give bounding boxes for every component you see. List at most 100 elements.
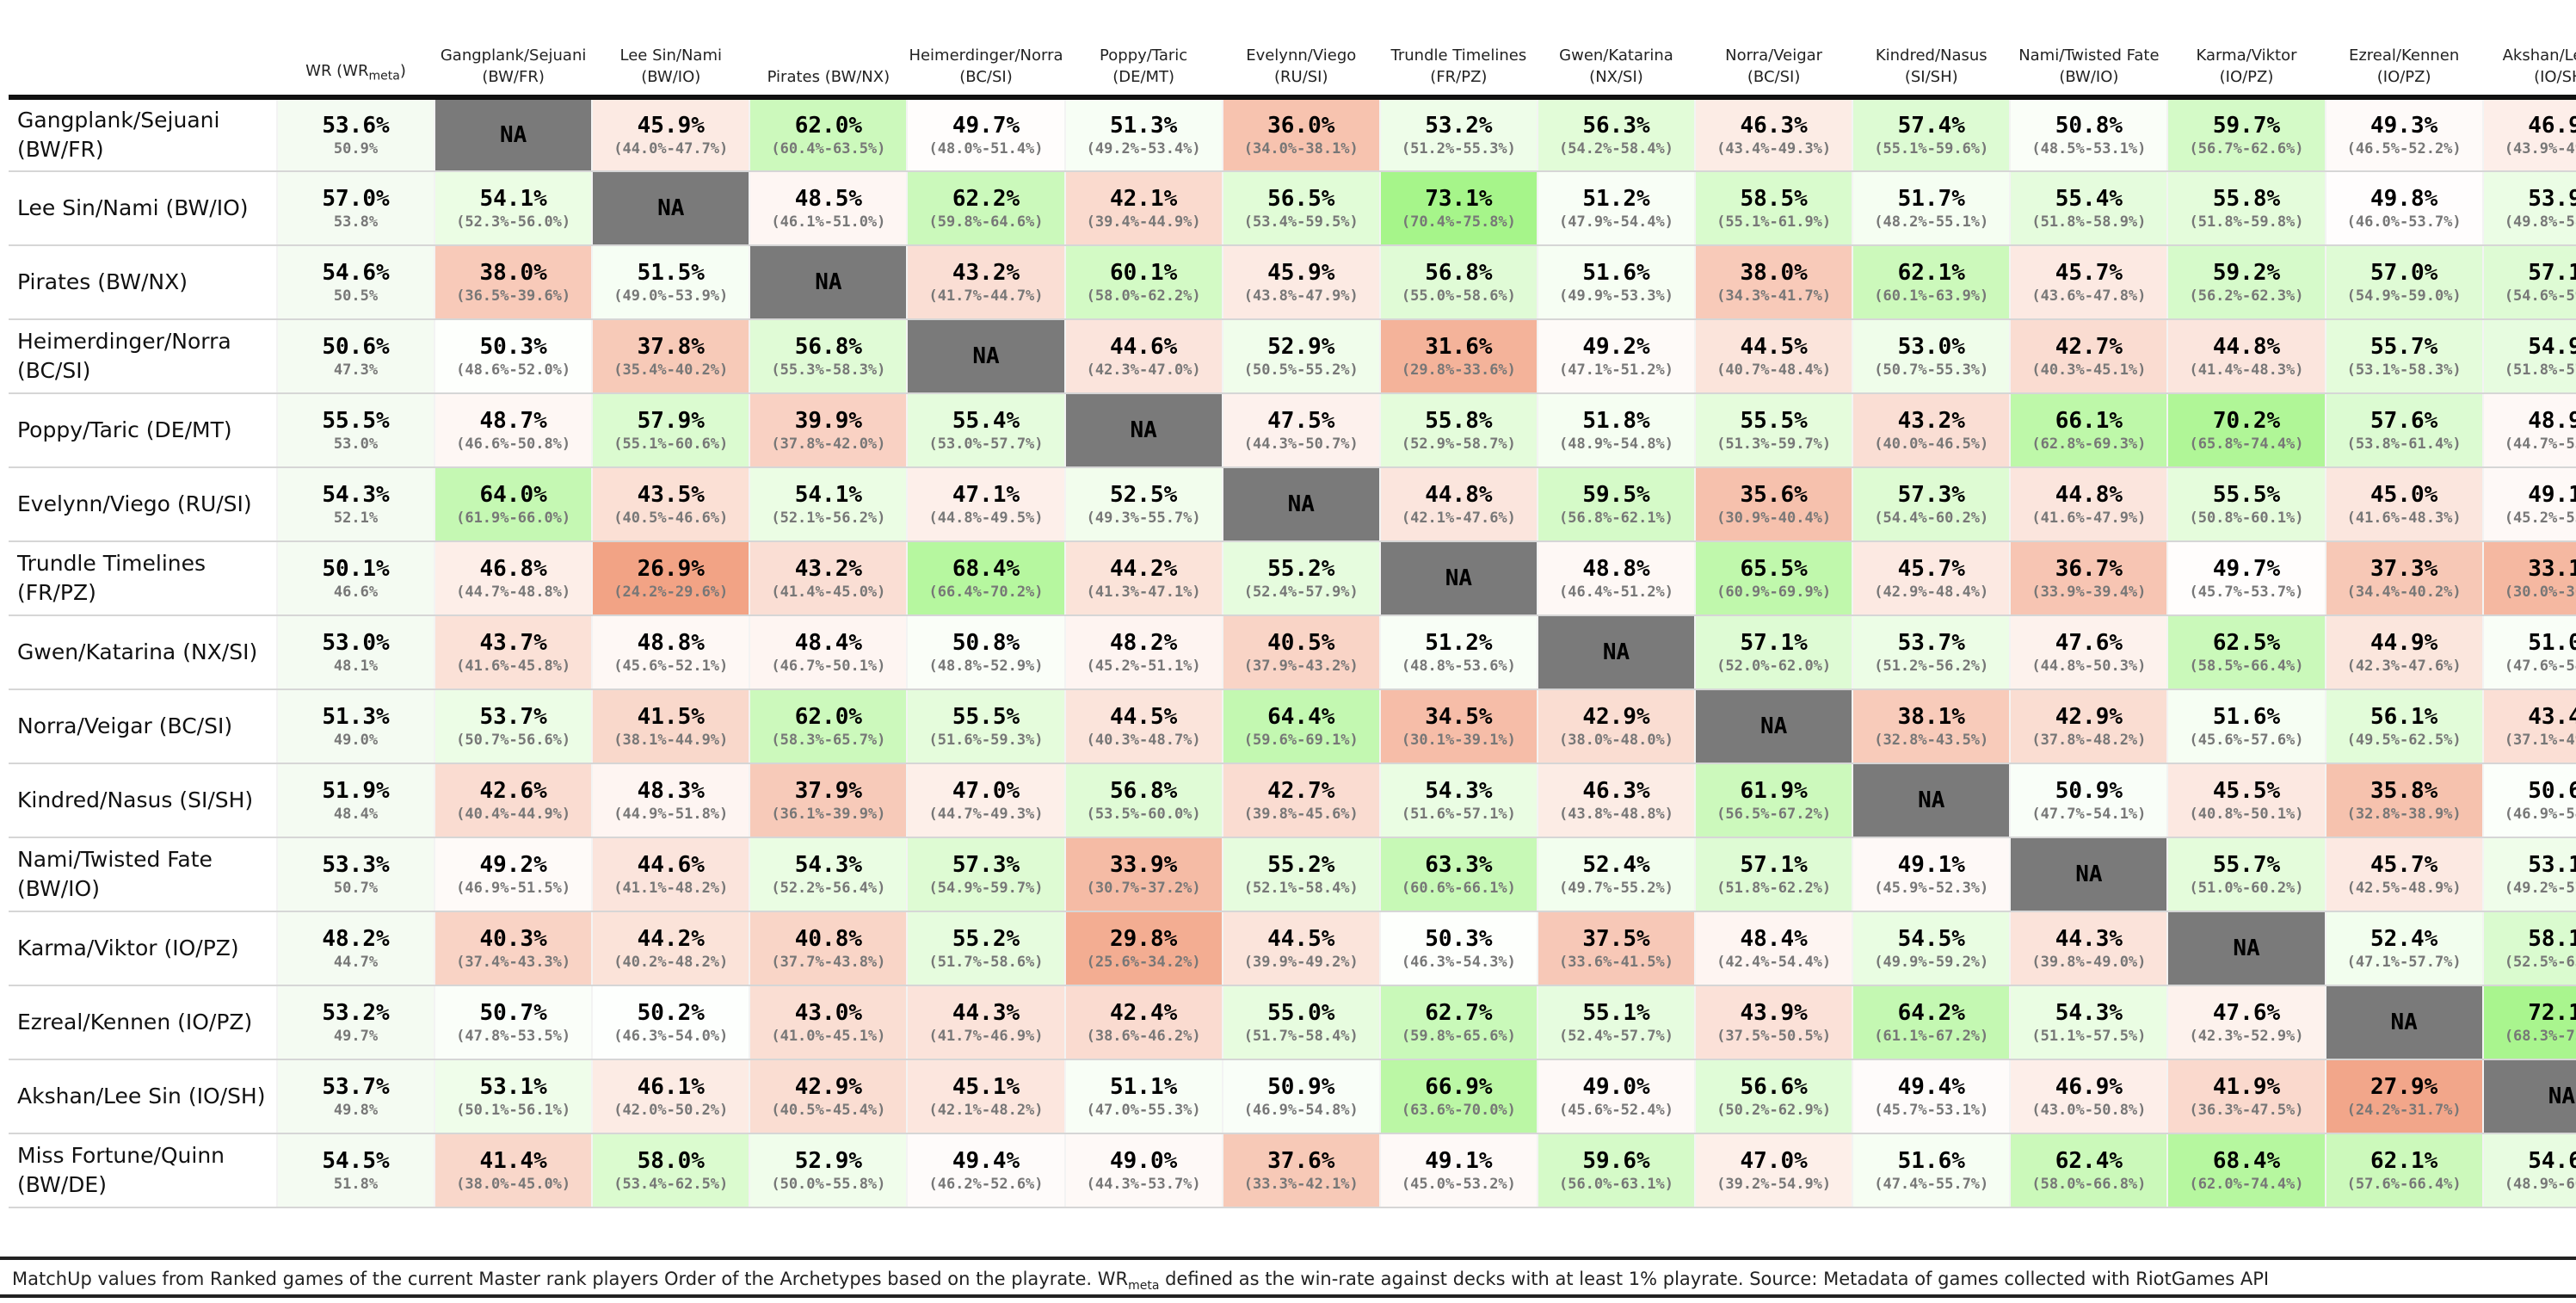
matchup-cell: 56.8% (53.5%-60.0%) bbox=[1064, 763, 1223, 838]
matchup-value: 47.0% bbox=[1740, 1148, 1808, 1174]
matchup-value: 49.1% bbox=[1425, 1148, 1493, 1174]
matchup-cell: 53.7% (51.2%-56.2%) bbox=[1852, 615, 2012, 690]
na-label: NA bbox=[972, 343, 1000, 369]
matchup-value: 43.2% bbox=[794, 556, 863, 582]
matchup-cell-na: NA bbox=[2325, 985, 2484, 1060]
matchup-value: 46.9% bbox=[2528, 113, 2576, 139]
matchup-ci: (37.4%-43.3%) bbox=[456, 954, 571, 971]
matchup-cell-na: NA bbox=[2482, 1059, 2576, 1134]
matchup-cell: 40.3% (37.4%-43.3%) bbox=[434, 911, 594, 986]
matchup-ci: (58.3%-65.7%) bbox=[771, 732, 886, 749]
matchup-ci: (41.1%-48.2%) bbox=[613, 880, 729, 897]
matchup-cell: 63.3% (60.6%-66.1%) bbox=[1379, 837, 1538, 912]
wr-cell: 51.3% 49.0% bbox=[276, 689, 436, 764]
matchup-value: 44.5% bbox=[1267, 926, 1335, 952]
matchup-value: 62.1% bbox=[1897, 260, 1965, 286]
matchup-ci: (44.8%-49.5%) bbox=[928, 509, 1044, 527]
matchup-ci: (36.5%-39.6%) bbox=[456, 287, 571, 305]
matchup-value: 50.3% bbox=[479, 334, 547, 360]
matchup-value: 42.9% bbox=[1582, 704, 1650, 730]
matchup-value: 70.2% bbox=[2212, 408, 2281, 434]
matchup-cell: 57.6% (53.8%-61.4%) bbox=[2325, 393, 2484, 468]
matchup-value: 42.9% bbox=[794, 1074, 863, 1100]
matchup-cell-na: NA bbox=[749, 245, 909, 320]
matchup-value: 55.8% bbox=[2212, 186, 2281, 212]
matchup-value: 33.9% bbox=[1109, 852, 1178, 878]
matchup-cell: 55.4% (51.8%-58.9%) bbox=[2010, 171, 2169, 246]
table-row: Nami/Twisted Fate (BW/IO) 53.3% 50.7% 49.2%… bbox=[9, 837, 2576, 912]
matchup-value: 45.1% bbox=[952, 1074, 1020, 1100]
matchup-value: 55.7% bbox=[2212, 852, 2281, 878]
matchup-value: 45.9% bbox=[1267, 260, 1335, 286]
matchup-ci: (51.8%-58.9%) bbox=[2031, 213, 2147, 231]
column-header-label: Norra/Veigar (BC/SI) bbox=[1725, 46, 1823, 86]
matchup-value: 31.6% bbox=[1425, 334, 1493, 360]
matchup-ci: (41.0%-45.1%) bbox=[771, 1028, 886, 1045]
matchup-ci: (24.2%-29.6%) bbox=[613, 584, 729, 601]
matchup-cell: 48.5% (46.1%-51.0%) bbox=[749, 171, 909, 246]
matchup-ci: (39.4%-44.9%) bbox=[1086, 213, 1201, 231]
matchup-ci: (50.2%-62.9%) bbox=[1716, 1102, 1832, 1119]
matchup-ci: (49.9%-53.3%) bbox=[1558, 287, 1674, 305]
wr-cell: 53.3% 50.7% bbox=[276, 837, 436, 912]
matchup-ci: (46.9%-54.3%) bbox=[2504, 806, 2576, 823]
matchup-value: 42.1% bbox=[1109, 186, 1178, 212]
wr-value: 55.5% bbox=[322, 408, 390, 434]
matchup-ci: (30.9%-40.4%) bbox=[1716, 509, 1832, 527]
matchup-ci: (52.9%-58.7%) bbox=[1401, 435, 1516, 453]
matchup-value: 35.6% bbox=[1740, 482, 1808, 508]
wr-meta-value: 47.3% bbox=[333, 361, 379, 379]
matchup-ci: (45.2%-53.1%) bbox=[2504, 509, 2576, 527]
matchup-ci: (41.7%-44.7%) bbox=[928, 287, 1044, 305]
matchup-value: 59.6% bbox=[1582, 1148, 1650, 1174]
matchup-cell: 45.7% (43.6%-47.8%) bbox=[2010, 245, 2169, 320]
matchup-value: 44.6% bbox=[1109, 334, 1178, 360]
row-header: Pirates (BW/NX) bbox=[9, 245, 278, 320]
matchup-value: 47.5% bbox=[1267, 408, 1335, 434]
matchup-value: 49.2% bbox=[1582, 334, 1650, 360]
matchup-value: 56.1% bbox=[2370, 704, 2438, 730]
matchup-cell: 50.6% (46.9%-54.3%) bbox=[2482, 763, 2576, 838]
matchup-ci: (42.0%-50.2%) bbox=[613, 1102, 729, 1119]
matchup-value: 41.9% bbox=[2212, 1074, 2281, 1100]
matchup-value: 39.9% bbox=[794, 408, 863, 434]
matchup-value: 55.0% bbox=[1267, 1000, 1335, 1026]
matchup-cell: 45.1% (42.1%-48.2%) bbox=[907, 1059, 1066, 1134]
matchup-cell: 59.7% (56.7%-62.6%) bbox=[2167, 97, 2326, 172]
matchup-cell: 73.1% (70.4%-75.8%) bbox=[1379, 171, 1538, 246]
matchup-ci: (65.8%-74.4%) bbox=[2189, 435, 2304, 453]
matchup-value: 42.4% bbox=[1109, 1000, 1178, 1026]
matchup-cell-na: NA bbox=[1064, 393, 1223, 468]
matchup-ci: (43.8%-47.9%) bbox=[1243, 287, 1359, 305]
matchup-value: 55.5% bbox=[952, 704, 1020, 730]
wr-meta-value: 53.0% bbox=[333, 435, 379, 453]
matchup-cell: 37.8% (35.4%-40.2%) bbox=[592, 319, 751, 394]
matchup-ci: (32.8%-43.5%) bbox=[1874, 732, 1989, 749]
matchup-cell: 51.7% (48.2%-55.1%) bbox=[1852, 171, 2012, 246]
matchup-cell: 49.4% (46.2%-52.6%) bbox=[907, 1133, 1066, 1208]
matchup-value: 56.8% bbox=[1425, 260, 1493, 286]
matchup-ci: (66.4%-70.2%) bbox=[928, 584, 1044, 601]
matchup-value: 51.6% bbox=[1897, 1148, 1965, 1174]
matchup-value: 48.9% bbox=[2528, 408, 2576, 434]
matchup-value: 49.1% bbox=[1897, 852, 1965, 878]
row-header: Gangplank/Sejuani (BW/FR) bbox=[9, 97, 278, 172]
matchup-cell: 42.1% (39.4%-44.9%) bbox=[1064, 171, 1223, 246]
matchup-ci: (52.1%-58.4%) bbox=[1243, 880, 1359, 897]
matchup-value: 44.8% bbox=[2212, 334, 2281, 360]
matchup-cell: 55.5% (51.6%-59.3%) bbox=[907, 689, 1066, 764]
matchup-ci: (38.0%-48.0%) bbox=[1558, 732, 1674, 749]
matchup-cell: 62.0% (58.3%-65.7%) bbox=[749, 689, 909, 764]
matchup-cell: 33.9% (30.7%-37.2%) bbox=[1064, 837, 1223, 912]
matchup-value: 40.8% bbox=[794, 926, 863, 952]
matchup-value: 49.1% bbox=[2528, 482, 2576, 508]
wr-meta-value: 48.4% bbox=[333, 806, 379, 823]
matchup-ci: (53.0%-57.7%) bbox=[928, 435, 1044, 453]
matchup-cell: 49.1% (45.9%-52.3%) bbox=[1852, 837, 2012, 912]
matchup-value: 49.0% bbox=[1109, 1148, 1178, 1174]
column-header-label: Poppy/Taric (DE/MT) bbox=[1100, 46, 1188, 86]
matchup-cell: 44.5% (39.9%-49.2%) bbox=[1222, 911, 1381, 986]
matchup-cell: 29.8% (25.6%-34.2%) bbox=[1064, 911, 1223, 986]
matchup-cell-na: NA bbox=[1852, 763, 2012, 838]
matchup-cell: 55.0% (51.7%-58.4%) bbox=[1222, 985, 1381, 1060]
